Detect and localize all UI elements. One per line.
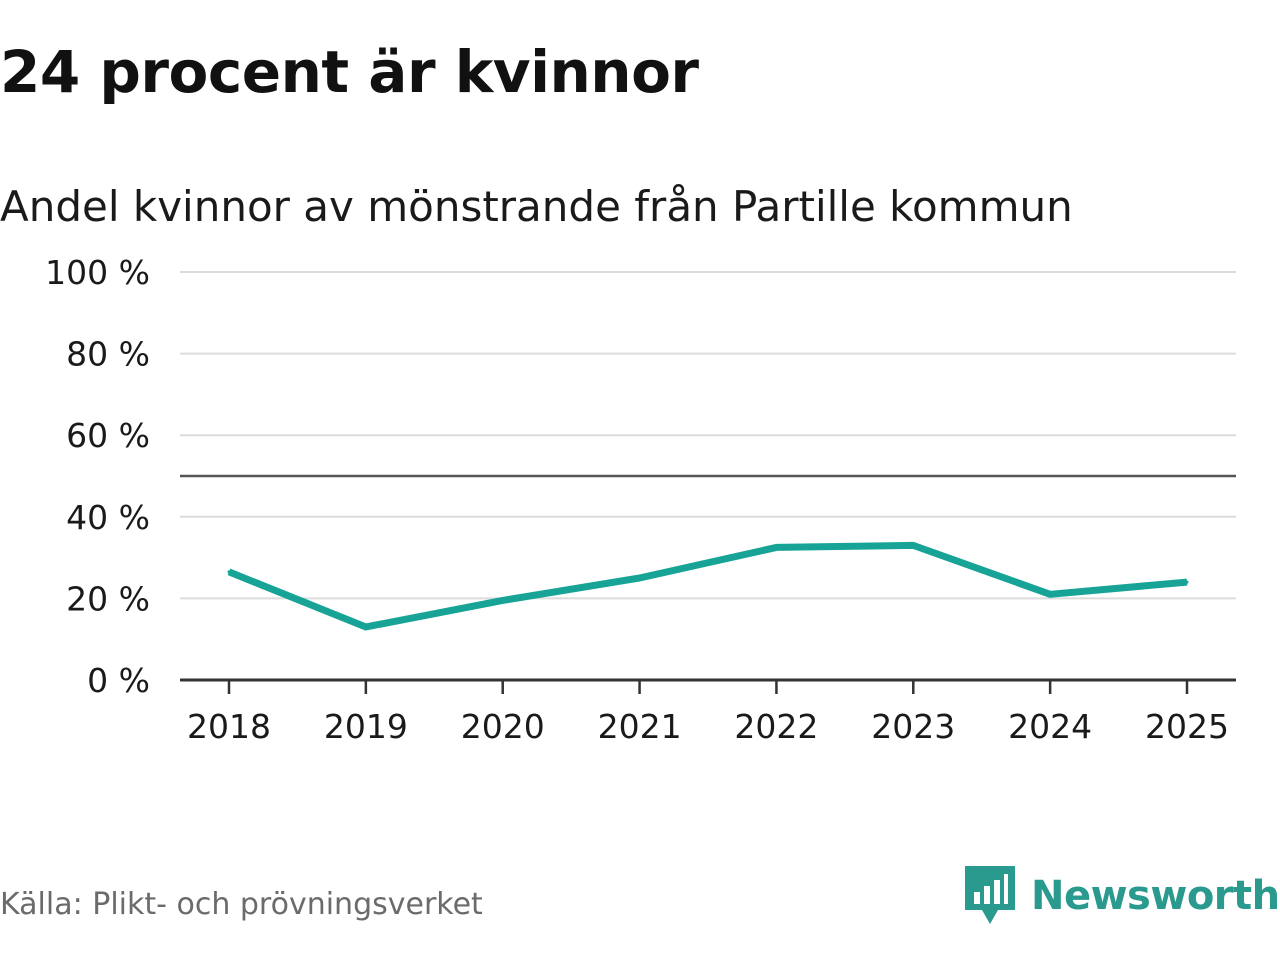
source-note: Källa: Plikt- och prövningsverket bbox=[0, 887, 483, 922]
page-title: 24 procent är kvinnor bbox=[0, 38, 699, 106]
data-point-2020 bbox=[501, 598, 505, 602]
y-tick-label: 0 % bbox=[87, 661, 150, 700]
data-point-2022 bbox=[774, 545, 778, 549]
data-point-2018 bbox=[227, 570, 231, 574]
data-point-2024 bbox=[1048, 592, 1052, 596]
y-tick-label: 20 % bbox=[66, 579, 150, 618]
brand-logo: Newsworthy bbox=[965, 866, 1280, 926]
y-tick-label: 40 % bbox=[66, 498, 150, 537]
x-tick-label: 2020 bbox=[461, 707, 545, 746]
data-point-2019 bbox=[364, 625, 368, 629]
data-point-2023 bbox=[911, 543, 915, 547]
x-tick-label: 2025 bbox=[1145, 707, 1229, 746]
x-tick-label: 2021 bbox=[598, 707, 682, 746]
x-tick-label: 2018 bbox=[187, 707, 271, 746]
y-tick-label: 100 % bbox=[45, 253, 150, 292]
x-tick-label: 2024 bbox=[1008, 707, 1092, 746]
x-tick-label: 2022 bbox=[734, 707, 818, 746]
data-point-2021 bbox=[638, 576, 642, 580]
chart-title: Andel kvinnor av mönstrande från Partill… bbox=[0, 182, 1073, 231]
series-line-0 bbox=[227, 541, 1188, 631]
y-tick-label: 80 % bbox=[66, 335, 150, 374]
brand-name: Newsworthy bbox=[1031, 873, 1280, 919]
data-point-2025 bbox=[1185, 580, 1189, 584]
x-tick-label: 2019 bbox=[324, 707, 408, 746]
y-tick-label: 60 % bbox=[66, 416, 150, 455]
newsworthy-logo-icon bbox=[965, 866, 1015, 924]
x-tick-label: 2023 bbox=[871, 707, 955, 746]
